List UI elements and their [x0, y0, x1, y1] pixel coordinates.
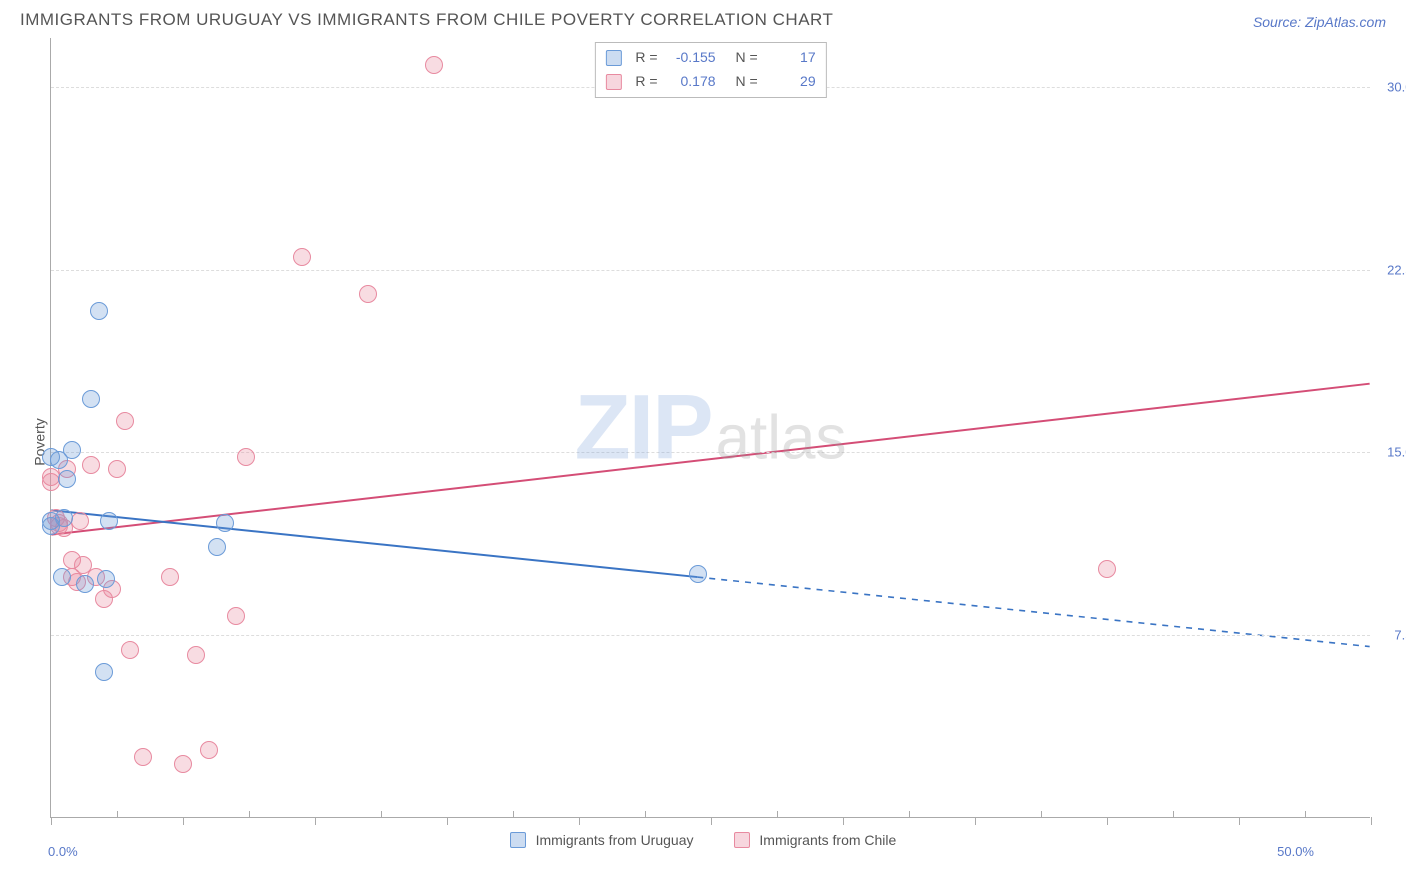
data-point-chile [293, 248, 311, 266]
data-point-chile [121, 641, 139, 659]
data-point-chile [425, 56, 443, 74]
data-point-chile [116, 412, 134, 430]
x-minor-tick [1305, 811, 1306, 817]
data-point-uruguay [208, 538, 226, 556]
legend-row-chile: R = 0.178 N = 29 [605, 70, 815, 94]
trend-lines [51, 38, 1370, 817]
x-minor-tick [513, 811, 514, 817]
x-tick [975, 817, 976, 825]
plot-area: ZIPatlas R = -0.155 N = 17 R = 0.178 N =… [50, 38, 1370, 818]
data-point-uruguay [97, 570, 115, 588]
data-point-uruguay [76, 575, 94, 593]
x-tick [1107, 817, 1108, 825]
x-tick [579, 817, 580, 825]
data-point-uruguay [53, 568, 71, 586]
data-point-chile [1098, 560, 1116, 578]
x-minor-tick [117, 811, 118, 817]
data-point-uruguay [689, 565, 707, 583]
swatch-icon [605, 74, 621, 90]
chart-container: Poverty ZIPatlas R = -0.155 N = 17 R = 0… [20, 32, 1386, 852]
data-point-chile [174, 755, 192, 773]
data-point-chile [82, 456, 100, 474]
correlation-legend: R = -0.155 N = 17 R = 0.178 N = 29 [594, 42, 826, 98]
legend-item-uruguay: Immigrants from Uruguay [510, 832, 694, 848]
data-point-chile [187, 646, 205, 664]
data-point-chile [161, 568, 179, 586]
chart-title: IMMIGRANTS FROM URUGUAY VS IMMIGRANTS FR… [20, 10, 833, 30]
swatch-icon [510, 832, 526, 848]
y-tick-label: 22.5% [1387, 262, 1406, 277]
x-minor-tick [1041, 811, 1042, 817]
data-point-uruguay [100, 512, 118, 530]
x-tick [711, 817, 712, 825]
x-minor-tick [249, 811, 250, 817]
x-minor-tick [777, 811, 778, 817]
watermark: ZIPatlas [574, 375, 846, 480]
data-point-chile [227, 607, 245, 625]
swatch-icon [605, 50, 621, 66]
data-point-uruguay [58, 470, 76, 488]
x-tick [183, 817, 184, 825]
data-point-chile [200, 741, 218, 759]
trend-line [51, 510, 697, 577]
y-tick-label: 7.5% [1394, 628, 1406, 643]
legend-item-chile: Immigrants from Chile [734, 832, 897, 848]
gridline [51, 270, 1370, 271]
x-minor-tick [1173, 811, 1174, 817]
data-point-chile [359, 285, 377, 303]
data-point-chile [108, 460, 126, 478]
data-point-chile [237, 448, 255, 466]
data-point-uruguay [63, 441, 81, 459]
series-legend: Immigrants from Uruguay Immigrants from … [20, 832, 1386, 848]
x-tick [51, 817, 52, 825]
source-label: Source: ZipAtlas.com [1253, 14, 1386, 30]
x-minor-tick [645, 811, 646, 817]
data-point-uruguay [95, 663, 113, 681]
x-tick [447, 817, 448, 825]
data-point-uruguay [90, 302, 108, 320]
x-tick [1239, 817, 1240, 825]
swatch-icon [734, 832, 750, 848]
y-tick-label: 30.0% [1387, 79, 1406, 94]
y-tick-label: 15.0% [1387, 445, 1406, 460]
data-point-uruguay [82, 390, 100, 408]
x-minor-tick [909, 811, 910, 817]
data-point-chile [71, 512, 89, 530]
data-point-chile [134, 748, 152, 766]
x-tick [843, 817, 844, 825]
x-tick [315, 817, 316, 825]
data-point-uruguay [216, 514, 234, 532]
data-point-uruguay [55, 509, 73, 527]
gridline [51, 635, 1370, 636]
x-tick [1371, 817, 1372, 825]
source-link[interactable]: ZipAtlas.com [1305, 14, 1386, 30]
legend-row-uruguay: R = -0.155 N = 17 [605, 46, 815, 70]
x-minor-tick [381, 811, 382, 817]
